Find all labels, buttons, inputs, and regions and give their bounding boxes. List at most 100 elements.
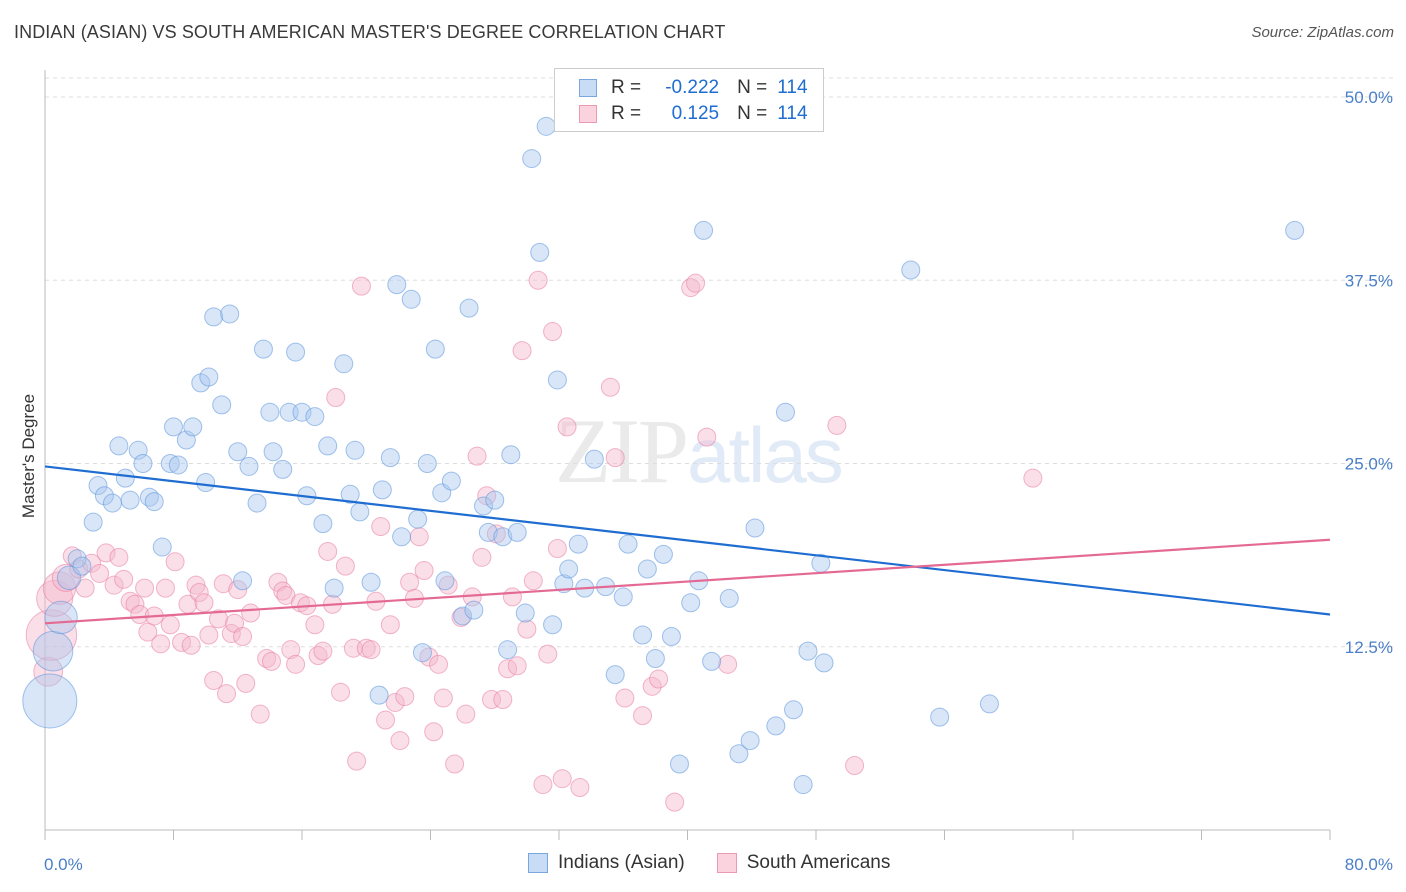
- indians-asian-point: [233, 571, 253, 591]
- indians-asian-point: [464, 600, 484, 620]
- indians-asian-point: [412, 643, 432, 663]
- south-americans-point: [351, 276, 371, 296]
- indians-asian-point: [380, 448, 400, 468]
- indians-asian-point: [361, 572, 381, 592]
- indians-asian-point: [408, 509, 428, 529]
- indians-asian-point: [324, 578, 344, 598]
- south-americans-point: [109, 547, 129, 567]
- indians-asian-point: [94, 486, 114, 506]
- indians-asian-point: [645, 648, 665, 668]
- indians-asian-point: [253, 339, 273, 359]
- south-americans-point: [305, 615, 325, 635]
- south-americans-point: [189, 583, 209, 603]
- south-americans-point: [493, 690, 513, 710]
- indians-asian-point: [88, 475, 108, 495]
- south-americans-point: [33, 656, 64, 687]
- y-tick-label: 25.0%: [1345, 455, 1393, 474]
- south-americans-point: [528, 270, 548, 290]
- indians-asian-point: [199, 367, 219, 387]
- south-americans-point: [233, 626, 253, 646]
- south-americans-point: [151, 634, 171, 654]
- indians-asian-point: [901, 260, 921, 280]
- south-americans-point: [347, 751, 367, 771]
- indians-asian-point: [568, 534, 588, 554]
- south-americans-point: [633, 706, 653, 726]
- legend-n-label: N =: [737, 77, 768, 98]
- y-tick-label: 37.5%: [1345, 271, 1393, 290]
- south-americans-point: [250, 704, 270, 724]
- south-americans-point: [376, 710, 396, 730]
- south-americans-point: [181, 635, 201, 655]
- indians-asian-point: [793, 775, 813, 795]
- legend-r-value: -0.222: [665, 77, 720, 98]
- indians-asian-point: [633, 625, 653, 645]
- south-americans-point: [125, 594, 145, 614]
- indians-asian-point: [109, 436, 129, 456]
- south-americans-point: [90, 563, 110, 583]
- indians-asian-point: [152, 537, 172, 557]
- indians-asian-point: [183, 417, 203, 437]
- source-label: Source: ZipAtlas.com: [1251, 24, 1394, 41]
- indians-asian-point: [292, 402, 312, 422]
- indians-asian-point: [798, 641, 818, 661]
- series-swatch-pink: [716, 853, 737, 873]
- south-americans-point: [642, 676, 662, 696]
- south-americans-point: [605, 448, 625, 468]
- indians-asian-point: [345, 440, 365, 460]
- indians-asian-point: [369, 685, 389, 705]
- indians-asian-point: [120, 490, 140, 510]
- indians-asian-point: [745, 518, 765, 538]
- south-americans-point: [467, 446, 487, 466]
- indians-asian-point: [547, 370, 567, 390]
- south-americans-point: [313, 641, 333, 661]
- legend-n-label: N =: [737, 103, 768, 124]
- indians-asian-point: [260, 402, 280, 422]
- south-americans-point: [371, 517, 391, 537]
- indians-asian-point: [453, 606, 473, 626]
- legend-row-south-americans: R = 0.125 N = 114: [579, 101, 808, 127]
- indians-asian-point: [164, 417, 183, 437]
- indians-asian-point: [212, 395, 232, 415]
- south-americans-point: [409, 527, 429, 547]
- indians-asian-point: [340, 484, 360, 504]
- south-americans-point: [160, 615, 180, 635]
- series-legend-indians[interactable]: Indians (Asian): [528, 852, 685, 874]
- indians-asian-point: [22, 673, 78, 729]
- series-legend-south-americans[interactable]: South Americans: [716, 852, 890, 874]
- y-axis-title: Master's Degree: [19, 394, 38, 518]
- indians-asian-point: [387, 275, 407, 295]
- south-americans-point: [213, 574, 233, 594]
- indians-asian-point: [334, 354, 354, 374]
- south-americans-point: [400, 572, 420, 592]
- south-americans-point: [36, 579, 74, 617]
- legend-n-value: 114: [777, 77, 808, 98]
- x-ticks: [44, 830, 1331, 840]
- indians-asian-point: [559, 559, 579, 579]
- indians-asian-point: [669, 754, 689, 774]
- south-americans-point: [331, 682, 351, 702]
- indians-asian-points: [22, 116, 1305, 795]
- indians-asian-point: [543, 615, 563, 635]
- south-americans-point: [552, 769, 572, 789]
- south-americans-point: [236, 673, 256, 693]
- indians-asian-point: [522, 149, 542, 169]
- indians-asian-point: [228, 442, 248, 462]
- south-americans-point: [570, 777, 590, 797]
- south-americans-point: [429, 654, 449, 674]
- south-americans-point: [615, 688, 635, 708]
- south-americans-point: [482, 690, 502, 710]
- indians-asian-point: [930, 707, 950, 727]
- indians-asian-point: [435, 571, 455, 591]
- south-americans-point: [445, 754, 465, 774]
- south-americans-point: [718, 654, 738, 674]
- south-americans-point: [135, 578, 155, 598]
- indians-asian-point: [441, 471, 461, 491]
- legend-r-value: 0.125: [671, 103, 720, 124]
- south-americans-point: [217, 684, 237, 704]
- indians-asian-point: [144, 492, 164, 512]
- indians-asian-point: [814, 653, 834, 673]
- indians-asian-point: [239, 456, 259, 476]
- indians-asian-point: [401, 289, 421, 309]
- south-americans-point: [507, 656, 527, 676]
